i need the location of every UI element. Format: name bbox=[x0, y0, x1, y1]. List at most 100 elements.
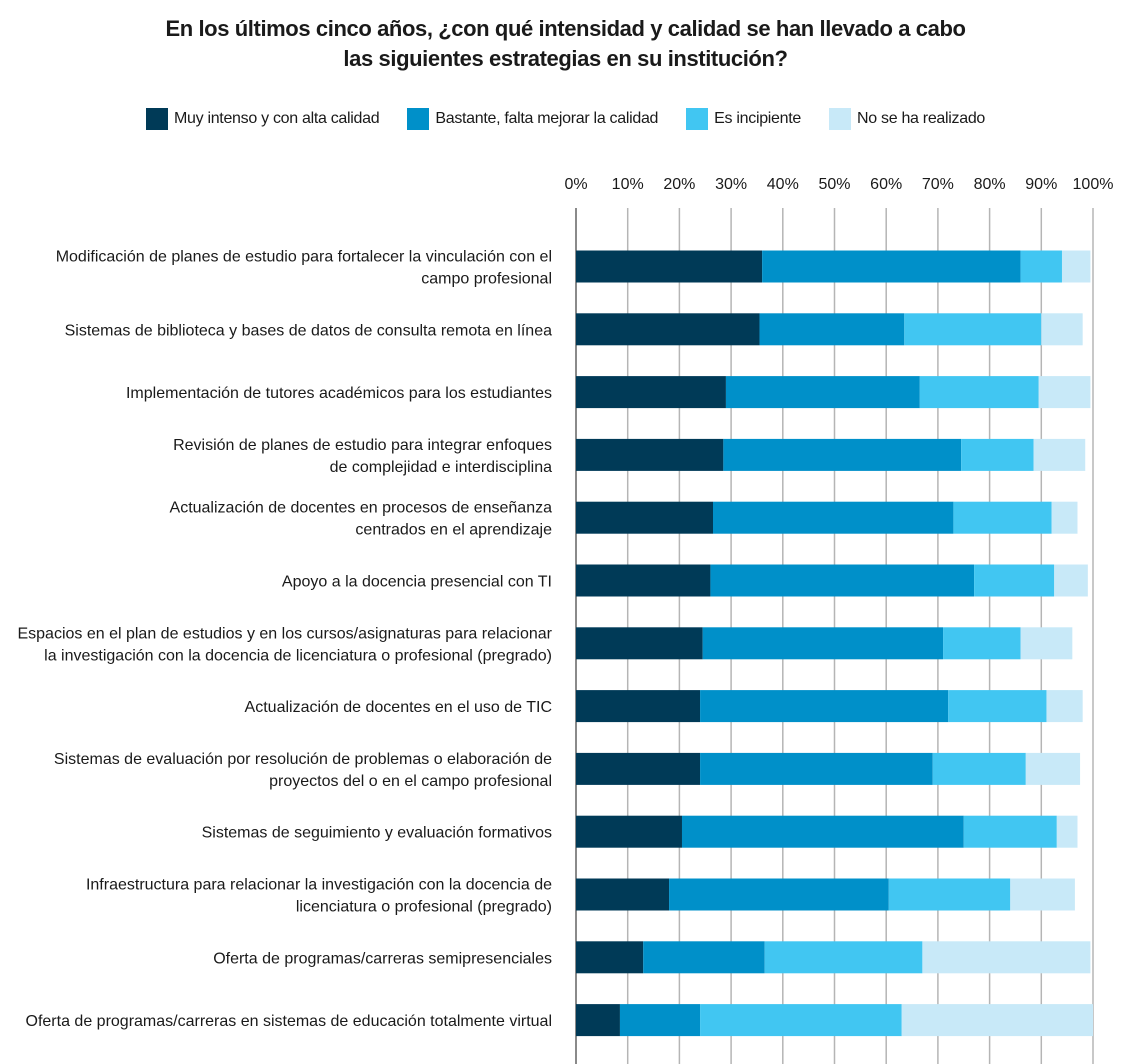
bar-segment bbox=[723, 438, 962, 471]
bar-segment bbox=[963, 815, 1057, 848]
bar-segment bbox=[1020, 627, 1073, 660]
bar-segment bbox=[762, 250, 1021, 283]
bar-segment bbox=[764, 941, 923, 974]
chart-title: En los últimos cinco años, ¿con qué inte… bbox=[0, 14, 1131, 74]
bar-segment bbox=[974, 564, 1055, 597]
legend-label-bastante: Bastante, falta mejorar la calidad bbox=[435, 110, 659, 127]
bar-segment bbox=[576, 690, 701, 723]
category-labels: Modificación de planes de estudio para f… bbox=[17, 249, 552, 1031]
bar-segment bbox=[576, 501, 714, 534]
bar-segment bbox=[700, 1004, 902, 1037]
bar-segment bbox=[576, 250, 763, 283]
bar-segment bbox=[1038, 376, 1091, 409]
x-tick-label: 20% bbox=[663, 176, 695, 193]
chart-title-line-1: En los últimos cinco años, ¿con qué inte… bbox=[165, 16, 966, 41]
bar-segment bbox=[576, 941, 644, 974]
chart-title-line-2: las siguientes estrategias en su institu… bbox=[343, 46, 788, 71]
legend-swatch-incipiente bbox=[686, 108, 709, 130]
bar-segment bbox=[576, 564, 711, 597]
category-label: Oferta de programas/carreras en sistemas… bbox=[26, 1013, 552, 1030]
category-label: Actualización de docentes en el uso de T… bbox=[245, 699, 552, 716]
bar-segment bbox=[576, 1004, 620, 1037]
bar-segment bbox=[643, 941, 765, 974]
bar-segment bbox=[576, 815, 682, 848]
bar-segment bbox=[576, 313, 760, 346]
bar-segment bbox=[725, 376, 920, 409]
category-label: centrados en el aprendizaje bbox=[355, 522, 552, 539]
bar-segment bbox=[576, 376, 726, 409]
bar-segment bbox=[700, 752, 933, 785]
bar-segment bbox=[922, 941, 1091, 974]
bar-segment bbox=[576, 752, 701, 785]
bar-segment bbox=[1054, 564, 1088, 597]
bar-segment bbox=[953, 501, 1052, 534]
legend-label-muy-intenso: Muy intenso y con alta calidad bbox=[173, 110, 380, 127]
category-label: campo profesional bbox=[421, 271, 552, 288]
legend-item-incipiente: Es incipiente bbox=[686, 108, 801, 130]
x-tick-label: 0% bbox=[564, 176, 587, 193]
bar-segment bbox=[1051, 501, 1078, 534]
bars-layer bbox=[576, 250, 1093, 1037]
bar-segment bbox=[1046, 690, 1083, 723]
bar-segment bbox=[576, 627, 703, 660]
x-tick-label: 30% bbox=[715, 176, 747, 193]
x-tick-label: 100% bbox=[1073, 176, 1114, 193]
category-label: Sistemas de seguimiento y evaluación for… bbox=[202, 825, 552, 842]
bar-segment bbox=[700, 690, 949, 723]
bar-segment bbox=[1041, 313, 1083, 346]
category-label: de complejidad e interdisciplina bbox=[330, 459, 552, 476]
category-label: Infraestructura para relacionar la inves… bbox=[86, 877, 552, 894]
bar-segment bbox=[961, 438, 1034, 471]
category-label: Implementación de tutores académicos par… bbox=[126, 385, 552, 402]
bar-segment bbox=[710, 564, 975, 597]
x-tick-label: 10% bbox=[612, 176, 644, 193]
category-label: Revisión de planes de estudio para integ… bbox=[173, 437, 552, 454]
bar-segment bbox=[576, 438, 724, 471]
x-tick-label: 90% bbox=[1025, 176, 1057, 193]
legend-swatch-no-realizado bbox=[829, 108, 851, 130]
legend-swatch-bastante bbox=[407, 108, 430, 130]
legend-label-incipiente: Es incipiente bbox=[714, 110, 801, 127]
bar-segment bbox=[888, 878, 1011, 911]
bar-segment bbox=[681, 815, 964, 848]
category-label: Actualización de docentes en procesos de… bbox=[170, 500, 553, 517]
category-label: Sistemas de evaluación por resolución de… bbox=[54, 751, 552, 768]
x-tick-label: 80% bbox=[974, 176, 1006, 193]
bar-segment bbox=[943, 627, 1021, 660]
category-label: Sistemas de biblioteca y bases de datos … bbox=[65, 322, 553, 339]
legend-item-no-realizado: No se ha realizado bbox=[829, 108, 985, 130]
bar-segment bbox=[759, 313, 905, 346]
x-tick-label: 50% bbox=[818, 176, 850, 193]
bar-segment bbox=[904, 313, 1042, 346]
legend-item-muy-intenso: Muy intenso y con alta calidad bbox=[145, 108, 380, 130]
bar-segment bbox=[1025, 752, 1081, 785]
bar-segment bbox=[1010, 878, 1075, 911]
bar-segment bbox=[669, 878, 889, 911]
bar-segment bbox=[619, 1004, 701, 1037]
category-label: la investigación con la docencia de lice… bbox=[44, 647, 552, 664]
bar-segment bbox=[932, 752, 1026, 785]
bar-segment bbox=[901, 1004, 1093, 1037]
bar-segment bbox=[1020, 250, 1062, 283]
category-label: Modificación de planes de estudio para f… bbox=[56, 249, 552, 266]
bar-segment bbox=[1056, 815, 1078, 848]
category-label: licenciatura o profesional (pregrado) bbox=[296, 899, 552, 916]
x-tick-label: 70% bbox=[922, 176, 954, 193]
chart-legend: Muy intenso y con alta calidad Bastante,… bbox=[0, 108, 1131, 130]
bar-segment bbox=[948, 690, 1047, 723]
category-label: Espacios en el plan de estudios y en los… bbox=[17, 625, 552, 642]
bar-segment bbox=[702, 627, 944, 660]
bar-segment bbox=[1033, 438, 1086, 471]
bar-segment bbox=[1061, 250, 1091, 283]
x-tick-label: 40% bbox=[767, 176, 799, 193]
bar-segment bbox=[919, 376, 1039, 409]
x-axis-tick-labels: 0% 10% 20% 30% 40% 50% 60% 70% 80% 90% 100% bbox=[564, 176, 1113, 193]
legend-swatch-muy-intenso bbox=[145, 108, 168, 130]
bar-segment bbox=[576, 878, 670, 911]
category-label: Apoyo a la docencia presencial con TI bbox=[282, 574, 552, 591]
category-label: Oferta de programas/carreras semipresenc… bbox=[213, 950, 552, 967]
bar-segment bbox=[713, 501, 954, 534]
category-label: proyectos del o en el campo profesional bbox=[269, 773, 552, 790]
legend-item-bastante: Bastante, falta mejorar la calidad bbox=[407, 108, 658, 130]
